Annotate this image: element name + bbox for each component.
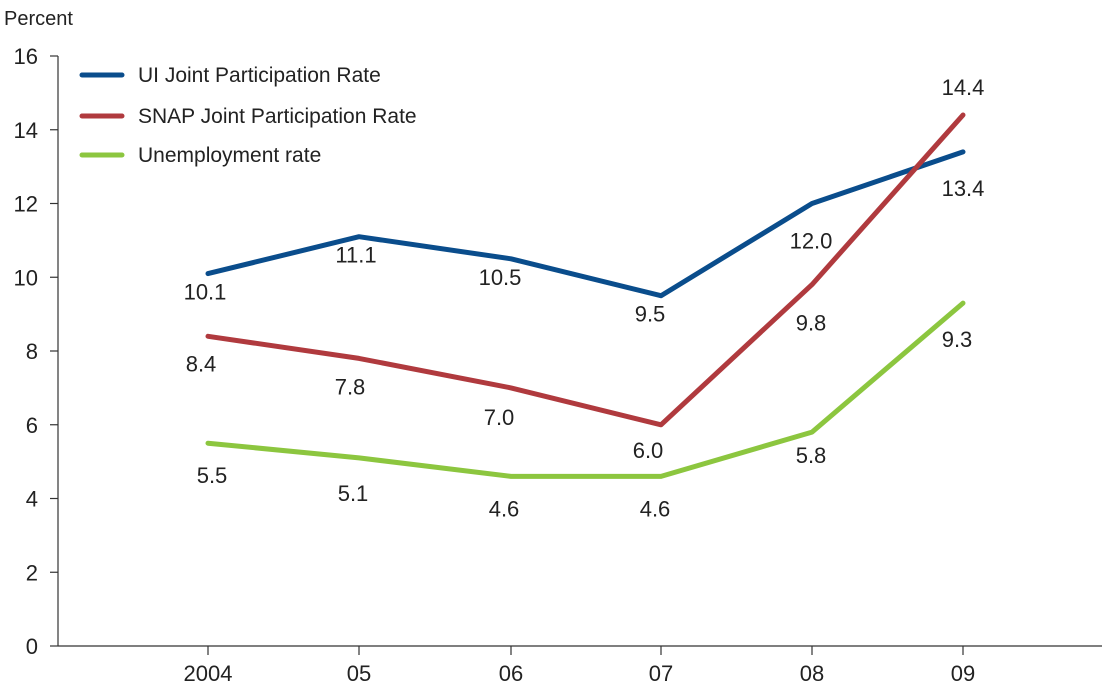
- y-tick-label: 10: [14, 265, 38, 290]
- data-labels: 10.1 11.1 10.5 9.5 12.0 13.4 8.4 7.8 7.0 6.0 9.8 14…: [184, 75, 985, 521]
- legend-label-1: UI Joint Participation Rate: [138, 64, 381, 87]
- data-label: 11.1: [335, 243, 376, 268]
- data-label: 7.8: [335, 374, 366, 399]
- x-tick-label: 08: [800, 661, 824, 686]
- data-label: 9.8: [796, 311, 827, 336]
- data-label: 9.3: [942, 327, 973, 352]
- y-tick-label: 8: [26, 339, 38, 364]
- data-label: 12.0: [790, 229, 833, 254]
- y-tick-label: 16: [14, 44, 38, 69]
- y-tick-label: 6: [26, 413, 38, 438]
- series-lines: [205, 112, 966, 479]
- y-tick-label: 4: [26, 487, 38, 512]
- x-tick-label: 2004: [184, 661, 233, 686]
- y-axis-ticks: 0 2 4 6 8 10 12 14 16: [14, 44, 58, 659]
- data-label: 5.8: [796, 443, 827, 468]
- legend-label-2: SNAP Joint Participation Rate: [138, 105, 417, 128]
- data-label: 4.6: [489, 496, 520, 521]
- x-tick-label: 07: [649, 661, 673, 686]
- data-label: 5.5: [197, 463, 228, 488]
- x-axis-ticks: 2004 05 06 07 08 09: [184, 646, 975, 686]
- y-tick-label: 12: [14, 192, 38, 217]
- y-tick-label: 14: [14, 118, 38, 143]
- series-line-1: [205, 149, 966, 299]
- y-tick-label: 0: [26, 634, 38, 659]
- x-tick-label: 06: [499, 661, 523, 686]
- legend: UI Joint Participation Rate SNAP Joint Pa…: [79, 64, 417, 167]
- data-label: 7.0: [484, 405, 515, 430]
- y-axis-unit-label: Percent: [4, 8, 73, 30]
- data-label: 6.0: [633, 438, 664, 463]
- y-tick-label: 2: [26, 560, 38, 585]
- data-label: 14.4: [942, 75, 985, 100]
- legend-label-3: Unemployment rate: [138, 144, 321, 167]
- data-label: 5.1: [338, 481, 369, 506]
- series-line-3: [205, 300, 966, 479]
- x-tick-label: 09: [951, 661, 975, 686]
- series-line-2: [205, 112, 966, 428]
- data-label: 4.6: [640, 496, 671, 521]
- data-label: 8.4: [186, 351, 217, 376]
- data-label: 9.5: [635, 302, 666, 327]
- x-tick-label: 05: [347, 661, 371, 686]
- data-label: 10.1: [184, 280, 227, 305]
- data-label: 13.4: [942, 176, 985, 201]
- data-label: 10.5: [479, 265, 522, 290]
